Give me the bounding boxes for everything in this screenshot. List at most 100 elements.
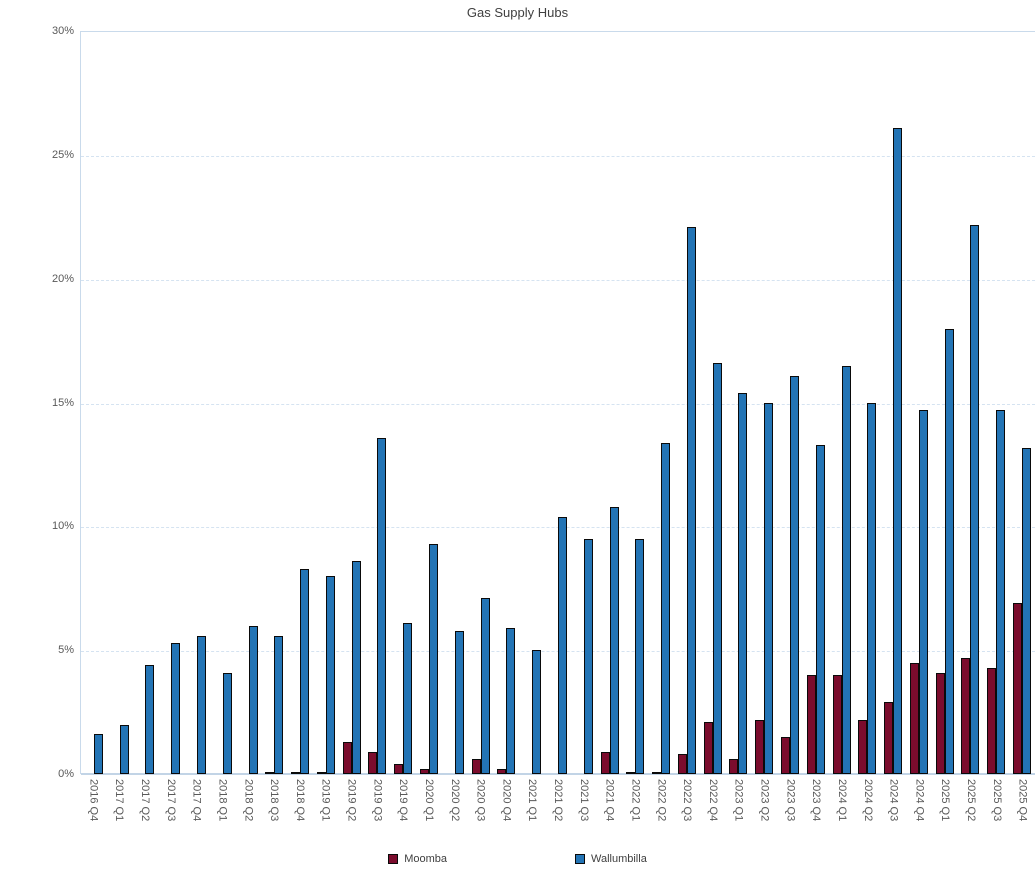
legend-item-moomba[interactable]: Moomba	[388, 853, 447, 865]
bar-group-2016-q4	[81, 32, 107, 774]
bar-wallumbilla-2025-q1[interactable]	[944, 328, 954, 774]
x-axis-tick: 2025 Q2	[958, 779, 984, 849]
bar-moomba-2023-q3[interactable]	[780, 736, 790, 774]
bar-group-2017-q4	[184, 32, 210, 774]
bar-moomba-2020-q1[interactable]	[420, 769, 430, 774]
bar-wallumbilla-2017-q4[interactable]	[197, 635, 207, 774]
bar-wallumbilla-2024-q3[interactable]	[893, 128, 903, 774]
bar-wallumbilla-2019-q4[interactable]	[403, 623, 413, 774]
bar-moomba-2019-q4[interactable]	[394, 764, 404, 774]
bar-wallumbilla-2023-q3[interactable]	[789, 375, 799, 774]
bar-wallumbilla-2022-q4[interactable]	[712, 363, 722, 774]
bar-wallumbilla-2022-q2[interactable]	[661, 442, 671, 774]
bar-wallumbilla-2021-q3[interactable]	[583, 539, 593, 774]
bar-moomba-2023-q1[interactable]	[729, 759, 739, 774]
gridline	[81, 155, 1035, 157]
bar-wallumbilla-2018-q4[interactable]	[300, 568, 310, 774]
bar-wallumbilla-2019-q1[interactable]	[325, 576, 335, 774]
x-axis-tick-label: 2022 Q2	[655, 779, 668, 822]
bar-wallumbilla-2023-q4[interactable]	[815, 445, 825, 774]
x-axis-tick-label: 2020 Q2	[448, 779, 461, 822]
y-axis-tick-label: 10%	[51, 520, 74, 533]
bar-moomba-2018-q4[interactable]	[291, 771, 301, 774]
x-axis-tick-label: 2022 Q4	[706, 779, 719, 822]
bar-wallumbilla-2023-q2[interactable]	[764, 403, 774, 774]
bar-wallumbilla-2019-q3[interactable]	[377, 437, 387, 774]
bar-moomba-2018-q3[interactable]	[265, 771, 275, 774]
bar-moomba-2025-q3[interactable]	[987, 667, 997, 774]
bar-wallumbilla-2020-q1[interactable]	[429, 543, 439, 774]
bar-wallumbilla-2024-q1[interactable]	[841, 365, 851, 774]
bar-wallumbilla-2021-q1[interactable]	[532, 650, 542, 774]
bar-moomba-2023-q2[interactable]	[755, 719, 765, 774]
bar-moomba-2025-q1[interactable]	[935, 672, 945, 774]
x-axis-tick: 2017 Q3	[157, 779, 183, 849]
bar-group-2020-q3	[468, 32, 494, 774]
legend-item-wallumbilla[interactable]: Wallumbilla	[574, 853, 647, 865]
bar-wallumbilla-2017-q3[interactable]	[171, 642, 181, 774]
bar-moomba-2024-q1[interactable]	[832, 675, 842, 774]
bar-moomba-2019-q1[interactable]	[316, 771, 326, 774]
bar-moomba-2024-q4[interactable]	[909, 662, 919, 774]
bar-group-2025-q4	[1009, 32, 1035, 774]
bar-wallumbilla-2016-q4[interactable]	[93, 734, 103, 774]
bar-group-2024-q1	[829, 32, 855, 774]
bar-wallumbilla-2021-q4[interactable]	[609, 506, 619, 774]
x-axis-tick-label: 2017 Q2	[139, 779, 152, 822]
x-axis-tick: 2023 Q4	[803, 779, 829, 849]
bar-wallumbilla-2020-q3[interactable]	[480, 598, 490, 774]
bar-moomba-2020-q3[interactable]	[471, 759, 481, 774]
bar-group-2023-q4	[803, 32, 829, 774]
bar-wallumbilla-2017-q1[interactable]	[119, 724, 129, 774]
x-axis-tick-label: 2022 Q3	[681, 779, 694, 822]
x-axis-tick-label: 2018 Q1	[216, 779, 229, 822]
bar-wallumbilla-2024-q2[interactable]	[867, 403, 877, 774]
bar-moomba-2022-q3[interactable]	[677, 754, 687, 774]
x-axis-tick: 2017 Q1	[106, 779, 132, 849]
bar-wallumbilla-2020-q4[interactable]	[506, 628, 516, 774]
x-axis-tick: 2022 Q2	[648, 779, 674, 849]
x-axis-tick: 2021 Q1	[519, 779, 545, 849]
bar-moomba-2022-q1[interactable]	[626, 771, 636, 774]
bar-moomba-2019-q2[interactable]	[342, 741, 352, 774]
bar-group-2018-q1	[210, 32, 236, 774]
bar-wallumbilla-2017-q2[interactable]	[145, 665, 155, 774]
bar-wallumbilla-2023-q1[interactable]	[738, 393, 748, 774]
bar-wallumbilla-2022-q1[interactable]	[635, 539, 645, 774]
bar-moomba-2023-q4[interactable]	[806, 675, 816, 774]
bar-group-2023-q3	[777, 32, 803, 774]
bar-moomba-2025-q4[interactable]	[1013, 603, 1023, 774]
bar-wallumbilla-2018-q2[interactable]	[248, 625, 258, 774]
bar-group-2022-q4	[700, 32, 726, 774]
bar-moomba-2019-q3[interactable]	[368, 751, 378, 774]
x-axis-tick-label: 2020 Q4	[500, 779, 513, 822]
bar-moomba-2020-q4[interactable]	[497, 769, 507, 774]
bar-wallumbilla-2025-q3[interactable]	[996, 410, 1006, 774]
bar-moomba-2021-q4[interactable]	[600, 751, 610, 774]
bar-group-2018-q3	[261, 32, 287, 774]
x-axis-tick-label: 2019 Q4	[397, 779, 410, 822]
bar-wallumbilla-2020-q2[interactable]	[454, 630, 464, 774]
bar-wallumbilla-2019-q2[interactable]	[351, 561, 361, 774]
bar-wallumbilla-2021-q2[interactable]	[557, 516, 567, 774]
bar-moomba-2022-q4[interactable]	[703, 722, 713, 774]
bar-wallumbilla-2025-q4[interactable]	[1022, 447, 1032, 774]
x-axis-tick: 2021 Q2	[545, 779, 571, 849]
bar-group-2024-q2	[854, 32, 880, 774]
x-axis-tick: 2025 Q4	[1009, 779, 1035, 849]
bar-wallumbilla-2018-q3[interactable]	[274, 635, 284, 774]
bar-wallumbilla-2025-q2[interactable]	[970, 224, 980, 774]
bar-moomba-2024-q3[interactable]	[884, 702, 894, 774]
bar-wallumbilla-2022-q3[interactable]	[686, 227, 696, 774]
bar-group-2023-q2	[751, 32, 777, 774]
x-axis-tick-label: 2025 Q3	[990, 779, 1003, 822]
x-axis-tick: 2019 Q4	[390, 779, 416, 849]
bar-moomba-2024-q2[interactable]	[858, 719, 868, 774]
bar-wallumbilla-2024-q4[interactable]	[918, 410, 928, 774]
x-axis-tick-label: 2023 Q1	[732, 779, 745, 822]
x-axis-tick-label: 2016 Q4	[87, 779, 100, 822]
bar-moomba-2025-q2[interactable]	[961, 657, 971, 774]
bar-wallumbilla-2018-q1[interactable]	[222, 672, 232, 774]
bar-moomba-2022-q2[interactable]	[652, 771, 662, 774]
